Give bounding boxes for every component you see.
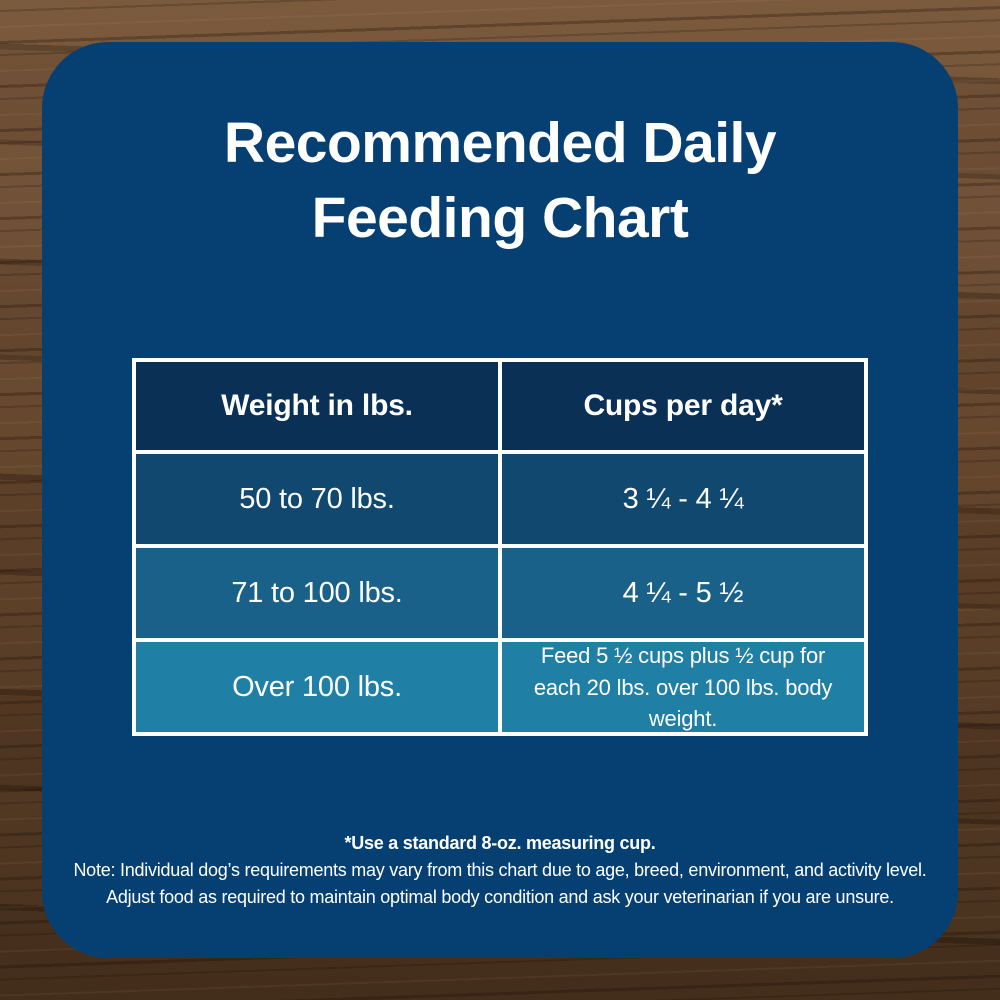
table-row-2-cups-cell: 4 ¼ - 5 ½ (502, 548, 864, 639)
footnote-adjust-food: Adjust food as required to maintain opti… (106, 887, 894, 908)
table-row-3-weight-cell: Over 100 lbs. (136, 642, 498, 733)
table-row-3-cups-cell: Feed 5 ½ cups plus ½ cup for each 20 lbs… (502, 642, 864, 733)
table-row-2-weight-cell: 71 to 100 lbs. (136, 548, 498, 639)
table-row-1-cups-cell: 3 ¼ - 4 ¼ (502, 454, 864, 545)
footnotes: *Use a standard 8-oz. measuring cup. Not… (42, 830, 958, 911)
weight-column-header: Weight in lbs. (136, 362, 498, 451)
cups-column-header: Cups per day* (502, 362, 864, 451)
footnote-requirements-note: Note: Individual dog’s requirements may … (73, 860, 927, 881)
feeding-chart-card: Recommended Daily Feeding Chart Weight i… (42, 42, 958, 958)
table-row-1-weight-cell: 50 to 70 lbs. (136, 454, 498, 545)
feeding-table: Weight in lbs. Cups per day* 50 to 70 lb… (132, 358, 868, 737)
page-title: Recommended Daily Feeding Chart (42, 106, 958, 256)
footnote-measuring-cup: *Use a standard 8-oz. measuring cup. (344, 833, 656, 854)
page-title-line2: Feeding Chart (311, 186, 689, 251)
page-title-line1: Recommended Daily (223, 111, 777, 175)
